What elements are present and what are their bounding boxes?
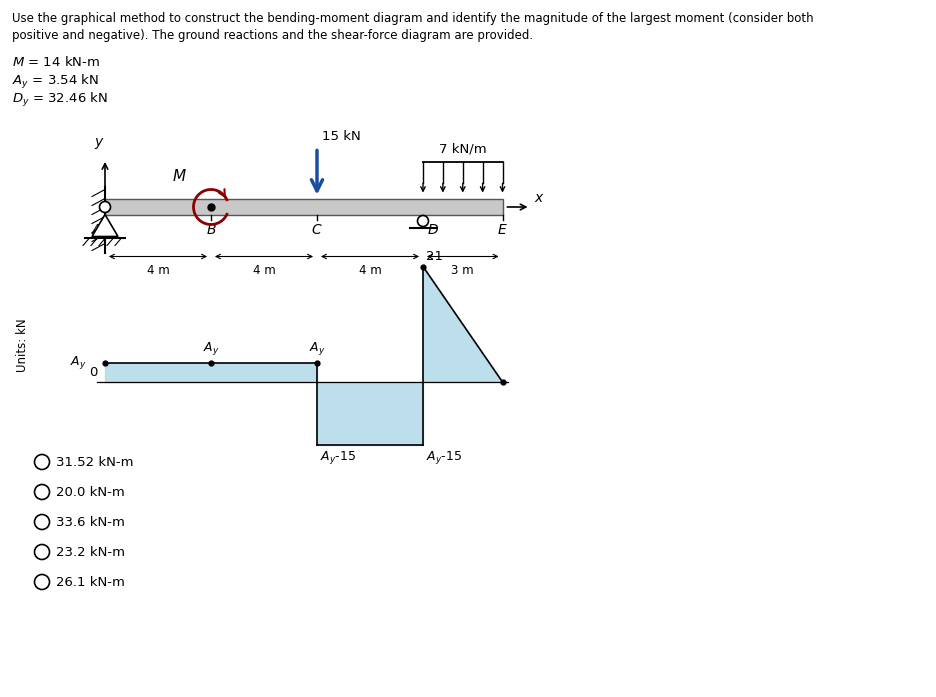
Polygon shape [105,362,316,382]
Text: 31.52 kN-m: 31.52 kN-m [56,456,133,468]
Text: 21: 21 [426,250,443,263]
Text: 20.0 kN-m: 20.0 kN-m [56,486,124,498]
Text: Use the graphical method to construct the bending-moment diagram and identify th: Use the graphical method to construct th… [12,12,812,25]
Text: 33.6 kN-m: 33.6 kN-m [56,516,124,528]
Circle shape [99,201,110,213]
Text: $y$: $y$ [94,136,104,151]
Text: $B$: $B$ [205,222,216,236]
Text: $A_y$-15: $A_y$-15 [320,449,356,466]
Text: 3 m: 3 m [451,264,474,277]
Circle shape [417,215,428,227]
Text: $A$: $A$ [92,222,103,236]
Text: $D_y$ = 32.46 kN: $D_y$ = 32.46 kN [12,91,108,109]
Text: 26.1 kN-m: 26.1 kN-m [56,576,124,588]
Text: 4 m: 4 m [146,264,169,277]
Text: $A_y$ = 3.54 kN: $A_y$ = 3.54 kN [12,73,99,91]
Text: 4 m: 4 m [253,264,275,277]
Circle shape [35,454,50,470]
Text: $A_y$: $A_y$ [309,339,325,357]
Polygon shape [316,382,422,445]
Text: 23.2 kN-m: 23.2 kN-m [56,546,124,558]
Text: $D$: $D$ [427,222,439,236]
Circle shape [35,514,50,530]
Text: $A_y$-15: $A_y$-15 [426,449,461,466]
Text: 0: 0 [89,366,97,379]
Text: 15 kN: 15 kN [322,130,360,144]
Text: 4 m: 4 m [358,264,381,277]
Text: $x$: $x$ [533,191,544,205]
Circle shape [35,544,50,560]
Bar [105,199,502,215]
Text: Units: kN: Units: kN [16,319,28,372]
Circle shape [35,484,50,500]
Text: $E$: $E$ [497,222,507,236]
Text: $A_y$: $A_y$ [70,354,87,371]
Polygon shape [422,266,502,382]
Text: $M$: $M$ [171,168,186,184]
Text: 7 kN/m: 7 kN/m [438,142,486,155]
Text: positive and negative). The ground reactions and the shear-force diagram are pro: positive and negative). The ground react… [12,29,533,42]
Circle shape [35,574,50,590]
Text: $C$: $C$ [311,222,323,236]
Text: $M$ = 14 kN-m: $M$ = 14 kN-m [12,55,100,69]
Polygon shape [92,215,118,236]
Text: $A_y$: $A_y$ [202,339,219,357]
